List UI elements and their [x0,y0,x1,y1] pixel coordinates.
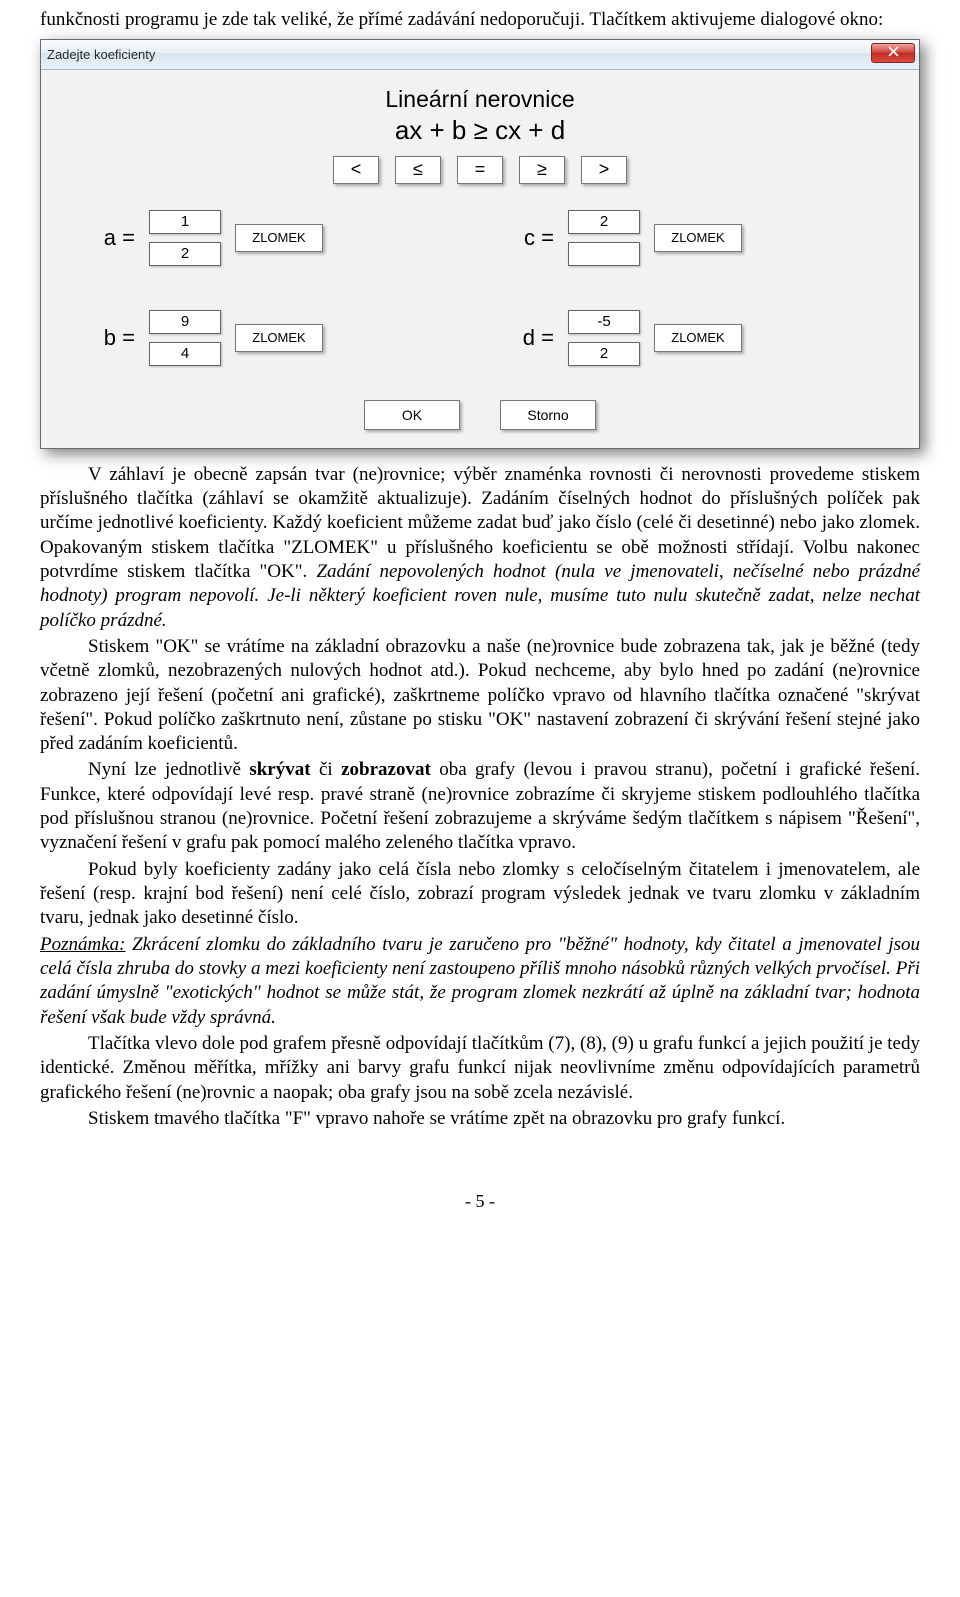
coef-b-numerator-input[interactable]: 9 [149,310,221,334]
op-lt-button[interactable]: < [333,156,379,184]
operator-row: < ≤ = ≥ > [71,156,889,184]
intro-text: funkčnosti programu je zde tak veliké, ž… [40,8,920,33]
dialog-heading: Lineární nerovnice [71,86,889,113]
coef-b-fraction: 9 4 [149,310,221,366]
coef-a-fraction: 1 2 [149,210,221,266]
para3-c: či [311,759,342,780]
note-label: Poznámka: [40,934,125,955]
ok-button[interactable]: OK [364,400,460,430]
para3-bold2: zobrazovat [341,759,431,780]
op-le-button[interactable]: ≤ [395,156,441,184]
para3-a: Nyní lze jednotlivě [88,759,249,780]
para3-bold1: skrývat [249,759,310,780]
coef-c-cell: c = 2 ZLOMEK [510,210,869,266]
coef-c-denominator-input[interactable] [568,242,640,266]
coef-d-cell: d = -5 2 ZLOMEK [510,310,869,366]
page-number: - 5 - [40,1191,920,1212]
coef-b-cell: b = 9 4 ZLOMEK [91,310,450,366]
coef-a-label: a = [91,225,135,251]
coefficients-grid: a = 1 2 ZLOMEK c = 2 ZLOMEK [71,210,889,366]
coef-d-zlomek-button[interactable]: ZLOMEK [654,324,742,352]
coef-a-zlomek-button[interactable]: ZLOMEK [235,224,323,252]
coef-d-label: d = [510,325,554,351]
note-text: Zkrácení zlomku do základního tvaru je z… [40,934,920,1028]
para5: Tlačítka vlevo dole pod grafem přesně od… [40,1032,920,1105]
dialog-body: Lineární nerovnice ax + b ≥ cx + d < ≤ =… [41,70,919,448]
coef-a-numerator-input[interactable]: 1 [149,210,221,234]
coef-c-zlomek-button[interactable]: ZLOMEK [654,224,742,252]
para6: Stiskem tmavého tlačítka "F" vpravo naho… [40,1107,920,1131]
coef-c-numerator-input[interactable]: 2 [568,210,640,234]
coef-a-denominator-input[interactable]: 2 [149,242,221,266]
coef-d-fraction: -5 2 [568,310,640,366]
close-button[interactable] [871,43,915,63]
para2: Stiskem "OK" se vrátíme na základní obra… [40,635,920,757]
coef-a-cell: a = 1 2 ZLOMEK [91,210,450,266]
document-body-text: V záhlaví je obecně zapsán tvar (ne)rovn… [40,463,920,1131]
para4: Pokud byly koeficienty zadány jako celá … [40,858,920,931]
coef-b-denominator-input[interactable]: 4 [149,342,221,366]
coef-d-denominator-input[interactable]: 2 [568,342,640,366]
dialog-title: Zadejte koeficienty [47,47,155,62]
dialog-formula: ax + b ≥ cx + d [71,115,889,146]
dialog-button-row: OK Storno [71,400,889,430]
coef-b-zlomek-button[interactable]: ZLOMEK [235,324,323,352]
coefficients-dialog: Zadejte koeficienty Lineární nerovnice a… [40,39,920,449]
coef-b-label: b = [91,325,135,351]
op-ge-button[interactable]: ≥ [519,156,565,184]
storno-button[interactable]: Storno [500,400,596,430]
op-eq-button[interactable]: = [457,156,503,184]
op-gt-button[interactable]: > [581,156,627,184]
close-icon [888,44,899,62]
dialog-titlebar: Zadejte koeficienty [41,40,919,70]
coef-d-numerator-input[interactable]: -5 [568,310,640,334]
coef-c-fraction: 2 [568,210,640,266]
coef-c-label: c = [510,225,554,251]
